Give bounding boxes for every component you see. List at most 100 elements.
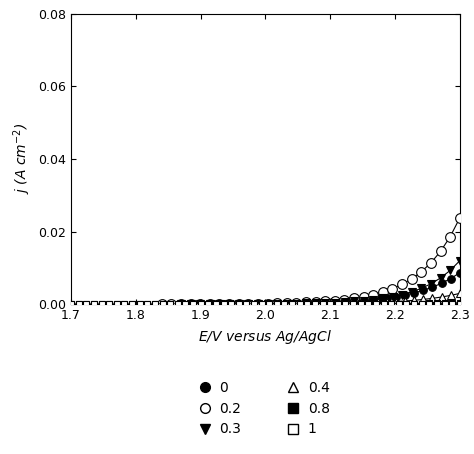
0: [384, 295, 390, 301]
0.3: [236, 301, 242, 307]
0: [256, 301, 262, 306]
0.3: [409, 289, 415, 295]
0.2: [447, 234, 453, 239]
0.3: [457, 258, 463, 263]
Y-axis label: $j$ (A cm$^{-2}$): $j$ (A cm$^{-2}$): [11, 123, 33, 194]
0: [229, 301, 235, 307]
0.4: [448, 293, 454, 298]
0: [448, 276, 454, 281]
0.2: [217, 301, 222, 307]
0.4: [429, 296, 435, 301]
0: [320, 300, 326, 306]
0.2: [409, 276, 415, 281]
0.4: [411, 297, 417, 303]
0.2: [264, 301, 270, 306]
0.4: [320, 301, 326, 306]
0.4: [402, 298, 408, 304]
0: [402, 292, 408, 298]
0.2: [303, 300, 309, 305]
Line: 0: 0: [210, 269, 464, 308]
0: [366, 297, 372, 303]
0: [420, 287, 426, 293]
0.8: [427, 301, 432, 306]
1: [251, 301, 257, 307]
0: [393, 294, 399, 299]
0.3: [438, 275, 443, 281]
1: [99, 301, 104, 307]
0: [238, 301, 244, 306]
0.4: [384, 299, 390, 305]
0.4: [420, 297, 426, 302]
0.3: [227, 301, 232, 307]
1: [304, 301, 310, 307]
0.4: [293, 301, 299, 306]
0.2: [236, 301, 242, 306]
0: [329, 300, 335, 305]
0.2: [390, 286, 395, 291]
0.3: [399, 292, 405, 297]
Line: 0.2: 0.2: [157, 213, 465, 309]
Legend: 0, 0.2, 0.3, 0.4, 0.8, 1: 0, 0.2, 0.3, 0.4, 0.8, 1: [196, 375, 335, 442]
0.4: [329, 301, 335, 306]
1: [457, 301, 463, 306]
Line: 1: 1: [68, 300, 463, 308]
0.4: [366, 300, 372, 306]
Line: 0.8: 0.8: [68, 299, 463, 308]
0.2: [246, 301, 251, 306]
0: [284, 301, 290, 306]
0.2: [438, 249, 443, 254]
0.3: [351, 299, 357, 304]
0.4: [347, 301, 353, 306]
0.3: [284, 301, 290, 306]
0.2: [428, 260, 434, 266]
0.4: [457, 291, 463, 296]
0.3: [380, 296, 386, 301]
0: [274, 301, 280, 306]
0.3: [361, 298, 366, 303]
0.2: [457, 215, 463, 221]
0.2: [255, 301, 261, 306]
0.4: [229, 301, 235, 307]
0.4: [211, 301, 217, 307]
0.4: [439, 294, 445, 300]
0.3: [246, 301, 251, 307]
0.4: [220, 301, 226, 307]
0.3: [342, 299, 347, 305]
0.3: [390, 294, 395, 300]
0: [302, 301, 308, 306]
0.2: [399, 281, 405, 287]
0.2: [159, 301, 164, 307]
0.2: [188, 301, 193, 307]
0.4: [274, 301, 280, 307]
0.3: [265, 301, 271, 306]
0.2: [207, 301, 213, 307]
0: [265, 301, 271, 306]
0.3: [322, 300, 328, 306]
0.3: [207, 301, 213, 307]
0.2: [284, 301, 290, 306]
0: [311, 300, 317, 306]
0.4: [238, 301, 244, 307]
0.2: [322, 299, 328, 304]
0.4: [356, 300, 362, 306]
0.2: [226, 301, 232, 306]
0: [439, 281, 445, 286]
0.4: [247, 301, 253, 307]
Line: 0.4: 0.4: [210, 289, 464, 308]
0.4: [265, 301, 271, 307]
0.2: [313, 299, 319, 305]
Line: 0.3: 0.3: [177, 257, 464, 308]
X-axis label: $E$/V versus Ag/AgCl: $E$/V versus Ag/AgCl: [198, 328, 333, 345]
0.2: [419, 269, 424, 275]
0: [457, 270, 463, 276]
0.4: [302, 301, 308, 306]
0.3: [217, 301, 222, 307]
1: [320, 301, 326, 307]
0: [338, 299, 344, 305]
0: [356, 298, 362, 304]
0.2: [169, 301, 174, 307]
0: [429, 284, 435, 290]
0.8: [99, 301, 104, 307]
0.8: [457, 300, 463, 306]
0.2: [178, 301, 184, 307]
